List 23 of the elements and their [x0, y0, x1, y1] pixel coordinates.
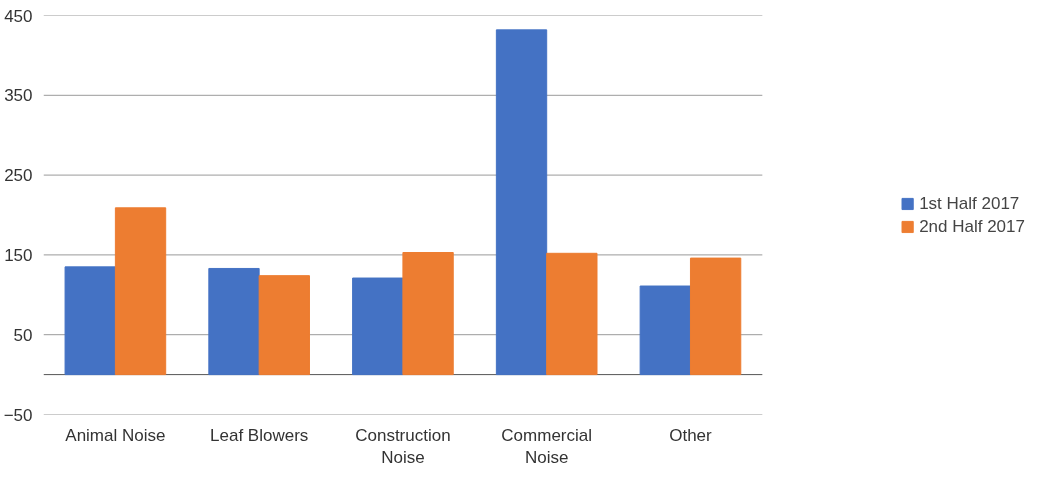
- x-tick-label: Other: [669, 425, 713, 445]
- x-tick-label: Construction Noise: [355, 425, 451, 468]
- y-tick-label: 50: [13, 325, 33, 345]
- x-tick-label: Leaf Blowers: [210, 425, 309, 445]
- legend-label: 2nd Half 2017: [919, 216, 1025, 236]
- bar: [258, 275, 310, 376]
- bar: [114, 207, 167, 376]
- y-tick-label: −50: [3, 405, 33, 425]
- y-tick-label: 350: [4, 86, 33, 106]
- y-tick-label: 250: [4, 166, 33, 186]
- bar: [689, 257, 742, 376]
- bar: [402, 252, 454, 376]
- bar: [208, 267, 260, 376]
- bar: [546, 252, 598, 376]
- x-tick-label: Animal Noise: [65, 425, 166, 445]
- bar: [639, 285, 691, 376]
- legend-label: 1st Half 2017: [919, 193, 1020, 213]
- x-tick-label: Commercial Noise: [501, 425, 593, 468]
- bar: [495, 29, 548, 376]
- bar: [64, 266, 116, 376]
- y-tick-label: 450: [4, 6, 33, 26]
- bar: [352, 277, 404, 376]
- y-tick-label: 150: [4, 245, 33, 265]
